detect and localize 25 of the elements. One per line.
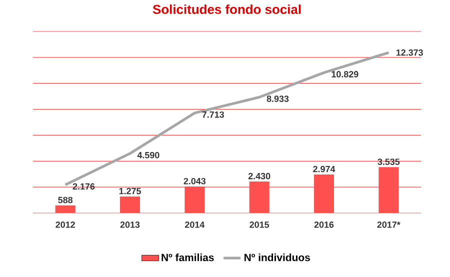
data-label: 2.043 <box>184 178 206 184</box>
bar <box>314 174 334 213</box>
data-label: 10.829 <box>332 71 358 78</box>
bar <box>249 181 270 213</box>
bar <box>120 196 140 213</box>
x-tick-label: 2017* <box>377 222 400 228</box>
chart-title: Solicitudes fondo social <box>152 4 301 14</box>
legend-label: Nº familias <box>162 253 214 262</box>
data-label: 7.713 <box>202 111 224 118</box>
x-tick-label: 2012 <box>56 222 75 228</box>
data-label: 12.373 <box>396 49 423 56</box>
data-label: 2.974 <box>313 166 336 172</box>
data-label: 588 <box>58 196 73 204</box>
data-label: 8.933 <box>266 96 289 102</box>
x-tick-label: 2015 <box>250 222 270 228</box>
data-label: 1.275 <box>119 188 141 194</box>
data-label: 4.590 <box>137 152 160 158</box>
bar <box>378 167 399 213</box>
data-label: 2.430 <box>248 172 270 180</box>
x-tick-label: 2014 <box>185 222 205 228</box>
x-tick-label: 2016 <box>314 222 334 228</box>
legend-label: Nº individuos <box>244 253 310 262</box>
bar <box>55 205 76 213</box>
bar <box>184 186 205 213</box>
x-tick-label: 2013 <box>120 222 140 228</box>
